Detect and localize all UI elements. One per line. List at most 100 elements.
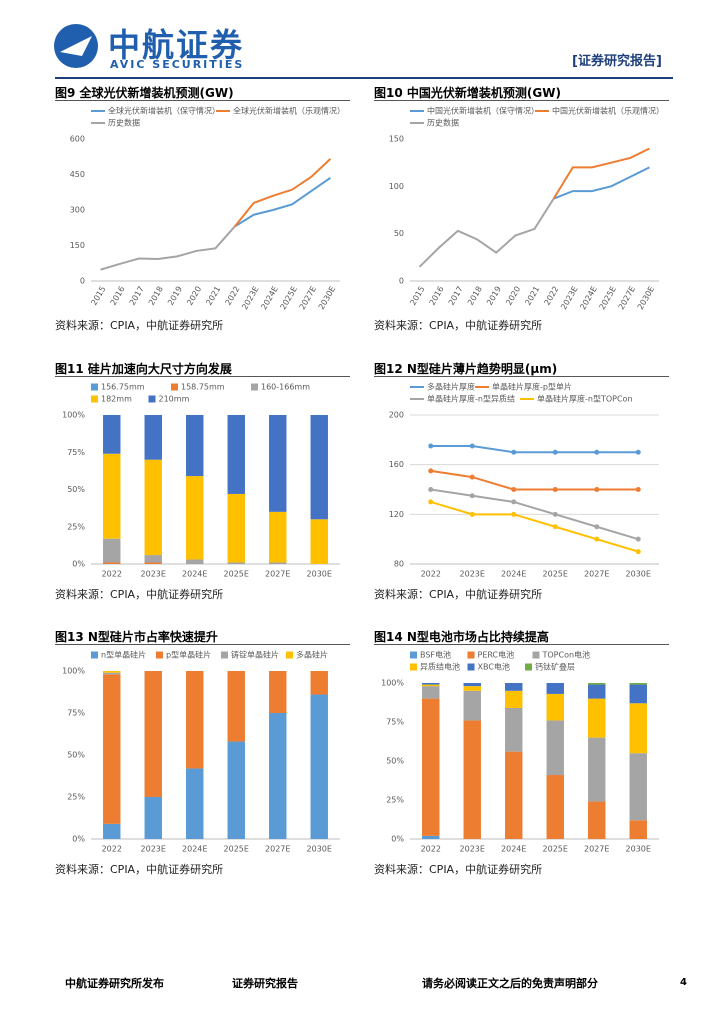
legend-swatch [91,383,98,391]
bar-segment [186,559,204,564]
bar-segment [463,686,481,691]
bar-segment [227,671,245,742]
legend-label: 历史数据 [108,118,140,128]
bar-segment [546,683,564,694]
bar-segment [227,741,245,839]
report-type: [证券研究报告] [572,54,662,69]
x-tick-label: 2023E [460,570,485,579]
bar-segment [186,671,204,769]
footer-publisher: 中航证券研究所发布 [65,977,164,990]
legend-label: 全球光伏新增装机（保守情况） [108,106,220,116]
bar-segment [269,671,287,713]
figure-title: 图13 N型硅片市占率快速提升 [55,628,350,645]
x-tick-label: 2015 [409,285,427,307]
x-tick-label: 2016 [109,285,127,307]
point [511,449,517,455]
point [428,468,434,474]
figure: 图14 N型电池市场占比持续提高 BSF电池 PERC电池 TOPCon电池 异质结电… [374,628,669,877]
y-tick-label: 150 [70,241,85,250]
legend-swatch [156,651,163,659]
y-tick-label: 100% [62,411,85,420]
source: 资料来源：CPIA，中航证券研究所 [374,319,543,332]
x-tick-label: 2030E [636,285,657,312]
figure: 图12 N型硅片薄片趋势明显(μm) 多晶硅片厚度 单晶硅片厚度-p型单片单晶硅片… [374,360,669,602]
bar-segment [103,672,121,675]
x-tick-label: 2023E [240,285,261,312]
legend-swatch [91,395,98,403]
x-tick-label: 2024E [182,845,207,854]
bar-segment [103,538,121,563]
figure: 图10 中国光伏新增装机预测(GW) 中国光伏新增装机（保守情况） 中国光伏新增装… [374,84,669,333]
legend-swatch [532,651,540,659]
y-tick-label: 50% [386,757,404,766]
x-tick-label: 2018 [466,285,484,307]
page-number: 4 [680,977,687,988]
bar-segment [103,674,121,824]
x-tick-label: 2030E [307,570,332,579]
footer-disclaimer: 请务必阅读正文之后的免责声明部分 [422,977,598,990]
y-tick-label: 75% [386,718,404,727]
figure-title: 图9 全球光伏新增装机预测(GW) [55,84,350,101]
bar-segment [144,671,162,797]
legend-label: 钙钛矿叠层 [535,662,575,672]
x-tick-label: 2027E [265,845,290,854]
point [469,474,475,480]
legend-swatch [467,663,475,671]
x-tick-label: 2022 [421,845,441,854]
bar-segment [546,693,564,721]
figure-title: 图10 中国光伏新增装机预测(GW) [374,84,669,101]
legend-swatch [467,651,475,659]
bar-segment [463,690,481,721]
legend-label: 多晶硅片厚度 [427,382,475,392]
point [552,449,558,455]
x-tick-label: 2016 [428,285,446,307]
legend-label: 铸锭单晶硅片 [231,650,279,660]
legend-label: 单晶硅片厚度-n型TOPCon [537,394,633,404]
bar-segment [588,683,606,685]
legend-label: 单晶硅片厚度-p型单片 [492,382,572,392]
point [594,449,600,455]
legend-label: 210mm [159,395,190,404]
bar-segment [629,703,647,754]
bar-segment [422,684,440,687]
y-tick-label: 50 [394,229,404,238]
figure-title: 图12 N型硅片薄片趋势明显(μm) [374,360,669,377]
x-tick-label: 2024E [501,845,526,854]
legend-label: 160-166mm [261,383,310,392]
figure: 图9 全球光伏新增装机预测(GW) 全球光伏新增装机（保守情况） 全球光伏新增装机… [55,84,350,333]
legend-label: PERC电池 [478,650,515,660]
y-tick-label: 25% [67,522,85,531]
bar-segment [463,720,481,839]
x-tick-label: 2021 [204,285,222,307]
point [469,511,475,517]
point [635,449,641,455]
x-tick-label: 2027E [584,845,609,854]
legend-swatch [286,651,293,659]
chart: 全球光伏新增装机（保守情况） 全球光伏新增装机（乐观情况） 历史数据 0 150 300 4… [70,106,345,312]
x-tick-label: 2023E [460,845,485,854]
x-tick-label: 2022 [421,570,441,579]
bar-segment [144,555,162,563]
x-tick-label: 2027E [617,285,638,312]
bar-segment [144,415,162,460]
bar-segment [422,683,440,685]
x-tick-label: 2023E [559,285,580,312]
legend-label: 全球光伏新增装机（乐观情况） [233,106,345,116]
line-series [100,225,236,271]
legend-label: 历史数据 [427,118,459,128]
legend-label: 单晶硅片厚度-n型异质结 [427,394,515,404]
point [469,493,475,499]
logo-icon [54,24,98,68]
y-tick-label: 120 [389,510,404,519]
y-tick-label: 50% [67,485,85,494]
bar-segment [588,737,606,802]
y-tick-label: 300 [70,206,85,215]
bar-segment [629,820,647,839]
bar-segment [103,415,121,454]
bar-segment [422,698,440,836]
point [428,499,434,505]
y-tick-label: 0% [72,835,85,844]
legend-label: p型单晶硅片 [166,650,211,660]
y-tick-label: 80 [394,560,404,569]
